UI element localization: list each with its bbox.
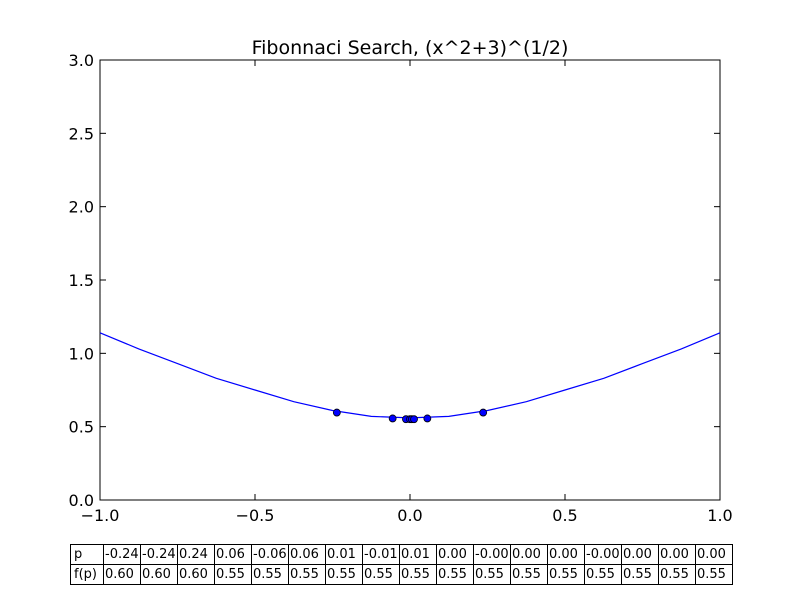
- y-tick-label: 2.5: [69, 124, 94, 143]
- data-point: [388, 414, 397, 423]
- x-tick-label: −0.5: [236, 506, 275, 525]
- table-cell-fp: 0.55: [436, 564, 474, 585]
- table-cell-fp: 0.55: [621, 564, 659, 585]
- table-cell-p: 0.00: [621, 544, 659, 565]
- x-tick-label: 0.5: [552, 506, 577, 525]
- table-cell-fp: 0.55: [510, 564, 548, 585]
- data-point: [410, 415, 418, 424]
- chart-title: Fibonnaci Search, (x^2+3)^(1/2): [252, 37, 569, 59]
- table-cell-p: 0.00: [510, 544, 548, 565]
- x-tick-label: −1.0: [81, 506, 120, 525]
- table-cell-p: -0.24: [103, 544, 141, 565]
- y-tick-label: 1.5: [69, 271, 94, 290]
- table-cell-p: 0.06: [214, 544, 252, 565]
- table-cell-fp: 0.55: [547, 564, 585, 585]
- y-tick-label: 1.0: [69, 344, 94, 363]
- table-cell-p: 0.00: [695, 544, 733, 565]
- table-cell-p: -0.01: [362, 544, 400, 565]
- table-cell-p: -0.06: [251, 544, 289, 565]
- table-cell-p: 0.01: [325, 544, 363, 565]
- table-cell-fp: 0.55: [214, 564, 252, 585]
- table-cell-p: -0.00: [584, 544, 622, 565]
- table-cell-fp: 0.60: [140, 564, 178, 585]
- table-row-p: p -0.24 -0.24 0.24 0.06 -0.06 0.06 0.01 -0.01 0.…: [70, 544, 733, 565]
- table-row-fp: f(p) 0.60 0.60 0.60 0.55 0.55 0.55 0.55 0.55 0.5…: [70, 564, 733, 585]
- table-cell-fp: 0.60: [177, 564, 215, 585]
- table-cell-p: -0.00: [473, 544, 511, 565]
- series-line: [99, 332, 721, 419]
- row-label-p: p: [70, 544, 104, 565]
- table-cell-fp: 0.55: [473, 564, 511, 585]
- data-table: p -0.24 -0.24 0.24 0.06 -0.06 0.06 0.01 -0.01 0.…: [70, 544, 733, 585]
- table-cell-p: 0.00: [436, 544, 474, 565]
- table-cell-p: -0.24: [140, 544, 178, 565]
- table-cell-fp: 0.55: [584, 564, 622, 585]
- table-cell-p: 0.01: [399, 544, 437, 565]
- data-point: [479, 408, 488, 417]
- table-cell-p: 0.06: [288, 544, 326, 565]
- table-cell-p: 0.00: [658, 544, 696, 565]
- plot-frame: [99, 59, 721, 501]
- chart: Fibonnaci Search, (x^2+3)^(1/2) −1.0 −0.5…: [69, 37, 733, 525]
- y-tick-label: 0.5: [69, 418, 94, 437]
- row-label-fp: f(p): [70, 564, 104, 585]
- plot-area: −1.0 −0.5 0.0 0.5 1.0 0.0 0.5 1.0 1.5 2.0 2.5 3.0: [69, 51, 733, 525]
- y-tick-label: 3.0: [69, 51, 94, 70]
- data-point: [423, 414, 432, 423]
- table-cell-fp: 0.55: [362, 564, 400, 585]
- table-cell-fp: 0.55: [399, 564, 437, 585]
- x-tick-label: 1.0: [707, 506, 732, 525]
- table-cell-fp: 0.60: [103, 564, 141, 585]
- x-tick-label: 0.0: [397, 506, 422, 525]
- table-cell-fp: 0.55: [288, 564, 326, 585]
- table-cell-p: 0.00: [547, 544, 585, 565]
- table-cell-fp: 0.55: [325, 564, 363, 585]
- data-point: [332, 408, 341, 417]
- y-tick-label: 0.0: [69, 491, 94, 510]
- table-cell-fp: 0.55: [251, 564, 289, 585]
- y-tick-label: 2.0: [69, 198, 94, 217]
- table-cell-fp: 0.55: [695, 564, 733, 585]
- table-cell-fp: 0.55: [658, 564, 696, 585]
- table-cell-p: 0.24: [177, 544, 215, 565]
